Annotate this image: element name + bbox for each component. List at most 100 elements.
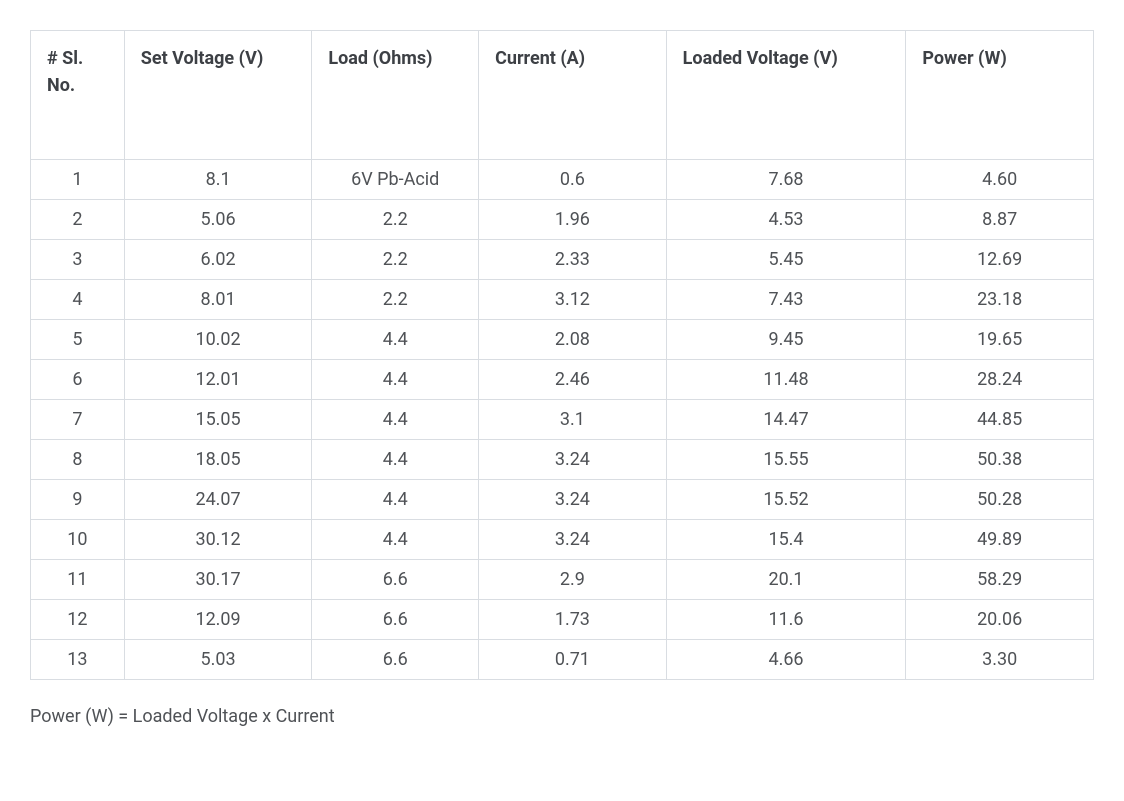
table-cell: 24.07 bbox=[124, 480, 312, 520]
table-cell: 11 bbox=[31, 560, 125, 600]
table-cell: 5.03 bbox=[124, 640, 312, 680]
col-sl-no: # Sl. No. bbox=[31, 31, 125, 160]
table-cell: 8 bbox=[31, 440, 125, 480]
table-row: 18.16V Pb-Acid0.67.684.60 bbox=[31, 160, 1094, 200]
table-cell: 10.02 bbox=[124, 320, 312, 360]
table-cell: 18.05 bbox=[124, 440, 312, 480]
table-cell: 50.38 bbox=[906, 440, 1094, 480]
table-cell: 2.2 bbox=[312, 200, 479, 240]
table-cell: 49.89 bbox=[906, 520, 1094, 560]
col-loaded-voltage: Loaded Voltage (V) bbox=[666, 31, 906, 160]
table-cell: 6.02 bbox=[124, 240, 312, 280]
table-cell: 3.24 bbox=[479, 520, 667, 560]
table-cell: 14.47 bbox=[666, 400, 906, 440]
table-cell: 3.30 bbox=[906, 640, 1094, 680]
table-cell: 2.2 bbox=[312, 280, 479, 320]
table-cell: 12.69 bbox=[906, 240, 1094, 280]
table-cell: 12 bbox=[31, 600, 125, 640]
table-row: 818.054.43.2415.5550.38 bbox=[31, 440, 1094, 480]
table-cell: 10 bbox=[31, 520, 125, 560]
col-set-voltage: Set Voltage (V) bbox=[124, 31, 312, 160]
table-cell: 8.01 bbox=[124, 280, 312, 320]
table-cell: 3.24 bbox=[479, 480, 667, 520]
table-row: 1030.124.43.2415.449.89 bbox=[31, 520, 1094, 560]
table-cell: 2.08 bbox=[479, 320, 667, 360]
table-cell: 6.6 bbox=[312, 640, 479, 680]
table-cell: 2.46 bbox=[479, 360, 667, 400]
table-cell: 28.24 bbox=[906, 360, 1094, 400]
table-cell: 6.6 bbox=[312, 560, 479, 600]
table-cell: 4.4 bbox=[312, 520, 479, 560]
table-cell: 1 bbox=[31, 160, 125, 200]
table-cell: 6.6 bbox=[312, 600, 479, 640]
table-cell: 1.73 bbox=[479, 600, 667, 640]
table-cell: 4.4 bbox=[312, 400, 479, 440]
table-cell: 15.4 bbox=[666, 520, 906, 560]
table-cell: 12.01 bbox=[124, 360, 312, 400]
table-cell: 6V Pb-Acid bbox=[312, 160, 479, 200]
col-power: Power (W) bbox=[906, 31, 1094, 160]
table-cell: 4.4 bbox=[312, 480, 479, 520]
table-cell: 58.29 bbox=[906, 560, 1094, 600]
table-cell: 19.65 bbox=[906, 320, 1094, 360]
table-cell: 30.12 bbox=[124, 520, 312, 560]
table-cell: 4 bbox=[31, 280, 125, 320]
table-cell: 12.09 bbox=[124, 600, 312, 640]
table-cell: 15.05 bbox=[124, 400, 312, 440]
table-cell: 6 bbox=[31, 360, 125, 400]
table-row: 135.036.60.714.663.30 bbox=[31, 640, 1094, 680]
table-cell: 3.24 bbox=[479, 440, 667, 480]
table-cell: 13 bbox=[31, 640, 125, 680]
table-row: 48.012.23.127.4323.18 bbox=[31, 280, 1094, 320]
table-cell: 4.66 bbox=[666, 640, 906, 680]
data-table: # Sl. No. Set Voltage (V) Load (Ohms) Cu… bbox=[30, 30, 1094, 680]
table-cell: 2 bbox=[31, 200, 125, 240]
col-current: Current (A) bbox=[479, 31, 667, 160]
table-cell: 5.45 bbox=[666, 240, 906, 280]
table-cell: 11.48 bbox=[666, 360, 906, 400]
table-cell: 3.12 bbox=[479, 280, 667, 320]
table-cell: 23.18 bbox=[906, 280, 1094, 320]
table-cell: 0.6 bbox=[479, 160, 667, 200]
table-cell: 5.06 bbox=[124, 200, 312, 240]
table-row: 924.074.43.2415.5250.28 bbox=[31, 480, 1094, 520]
table-cell: 44.85 bbox=[906, 400, 1094, 440]
table-row: 36.022.22.335.4512.69 bbox=[31, 240, 1094, 280]
table-cell: 30.17 bbox=[124, 560, 312, 600]
table-cell: 3.1 bbox=[479, 400, 667, 440]
table-header: # Sl. No. Set Voltage (V) Load (Ohms) Cu… bbox=[31, 31, 1094, 160]
table-row: 1212.096.61.7311.620.06 bbox=[31, 600, 1094, 640]
table-cell: 4.53 bbox=[666, 200, 906, 240]
table-cell: 7.68 bbox=[666, 160, 906, 200]
table-caption: Power (W) = Loaded Voltage x Current bbox=[30, 706, 1094, 727]
table-cell: 4.4 bbox=[312, 440, 479, 480]
table-row: 1130.176.62.920.158.29 bbox=[31, 560, 1094, 600]
table-cell: 11.6 bbox=[666, 600, 906, 640]
table-cell: 3 bbox=[31, 240, 125, 280]
table-cell: 8.87 bbox=[906, 200, 1094, 240]
table-cell: 4.60 bbox=[906, 160, 1094, 200]
table-cell: 2.33 bbox=[479, 240, 667, 280]
table-cell: 9 bbox=[31, 480, 125, 520]
table-cell: 4.4 bbox=[312, 360, 479, 400]
table-row: 510.024.42.089.4519.65 bbox=[31, 320, 1094, 360]
table-cell: 0.71 bbox=[479, 640, 667, 680]
table-cell: 2.9 bbox=[479, 560, 667, 600]
col-load: Load (Ohms) bbox=[312, 31, 479, 160]
table-cell: 7.43 bbox=[666, 280, 906, 320]
page-container: # Sl. No. Set Voltage (V) Load (Ohms) Cu… bbox=[30, 30, 1094, 727]
table-cell: 9.45 bbox=[666, 320, 906, 360]
table-cell: 15.55 bbox=[666, 440, 906, 480]
table-row: 715.054.43.114.4744.85 bbox=[31, 400, 1094, 440]
table-cell: 1.96 bbox=[479, 200, 667, 240]
table-cell: 7 bbox=[31, 400, 125, 440]
table-body: 18.16V Pb-Acid0.67.684.6025.062.21.964.5… bbox=[31, 160, 1094, 680]
table-cell: 50.28 bbox=[906, 480, 1094, 520]
table-row: 25.062.21.964.538.87 bbox=[31, 200, 1094, 240]
table-cell: 2.2 bbox=[312, 240, 479, 280]
table-cell: 20.06 bbox=[906, 600, 1094, 640]
table-cell: 4.4 bbox=[312, 320, 479, 360]
table-cell: 15.52 bbox=[666, 480, 906, 520]
table-cell: 20.1 bbox=[666, 560, 906, 600]
table-cell: 5 bbox=[31, 320, 125, 360]
